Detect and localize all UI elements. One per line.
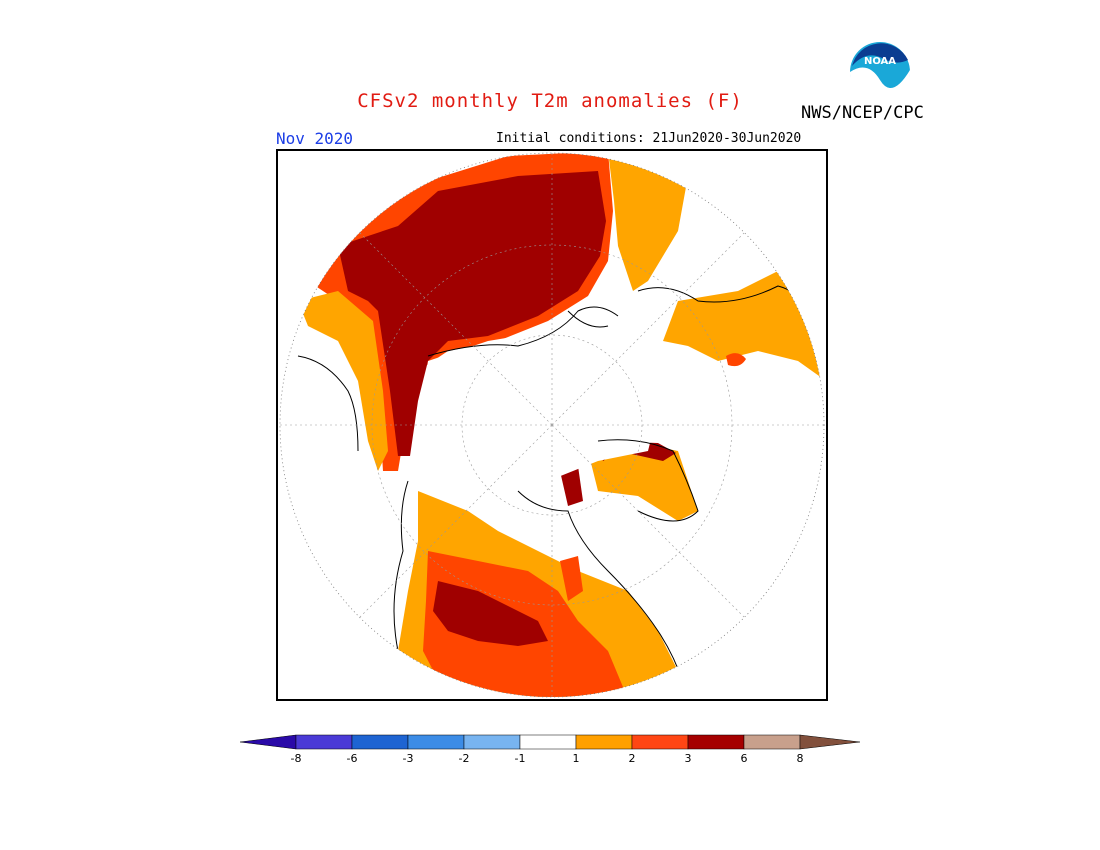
anomaly-region-europe <box>298 291 388 471</box>
colorbar-segment <box>407 734 465 750</box>
agency-label: NWS/NCEP/CPC <box>801 103 924 123</box>
colorbar-tick-label: 6 <box>740 752 748 765</box>
anomaly-region-alaska <box>663 271 824 381</box>
colorbar-arrow-low <box>239 734 297 750</box>
colorbar-tick-label: -8 <box>290 752 302 765</box>
colorbar-segment <box>575 734 633 750</box>
colorbar-tick-label: -2 <box>458 752 470 765</box>
colorbar-tick-label: 2 <box>628 752 636 765</box>
anomaly-region-alaska-spot <box>726 353 746 367</box>
colorbar-segment <box>687 734 745 750</box>
anomaly-region-europe-dark <box>433 581 548 646</box>
anomaly-region-scandinavia <box>560 466 583 506</box>
anomaly-region-siberia-core <box>338 171 606 456</box>
colorbar-tick-label: 1 <box>572 752 580 765</box>
colorbar <box>239 733 861 773</box>
arctic-near-normal <box>418 321 658 501</box>
colorbar-arrow-high <box>799 734 861 750</box>
colorbar-tick-label: -1 <box>514 752 526 765</box>
anomaly-region-canada-arctic <box>588 441 698 521</box>
colorbar-tick-label: -6 <box>346 752 358 765</box>
colorbar-segment <box>351 734 409 750</box>
chart-title: CFSv2 monthly T2m anomalies (F) <box>357 90 743 112</box>
initial-conditions: Initial conditions: 21Jun2020-30Jun2020 <box>496 131 802 146</box>
colorbar-tick-label: 8 <box>796 752 804 765</box>
colorbar-segment <box>519 734 577 750</box>
noaa-logo: NOAA <box>848 40 912 104</box>
colorbar-tick-label: -3 <box>402 752 414 765</box>
colorbar-segment <box>631 734 689 750</box>
anomaly-region-greenland-east <box>560 556 583 601</box>
noaa-logo-text: NOAA <box>864 56 896 67</box>
colorbar-tick-label: 3 <box>684 752 692 765</box>
forecast-month: Nov 2020 <box>276 129 354 148</box>
colorbar-segment <box>743 734 801 750</box>
map-panel <box>276 149 828 701</box>
coastlines <box>297 285 809 697</box>
colorbar-segment <box>463 734 521 750</box>
colorbar-segment <box>295 734 353 750</box>
anomaly-region-east-pacific <box>608 153 688 291</box>
graticule <box>280 153 824 697</box>
